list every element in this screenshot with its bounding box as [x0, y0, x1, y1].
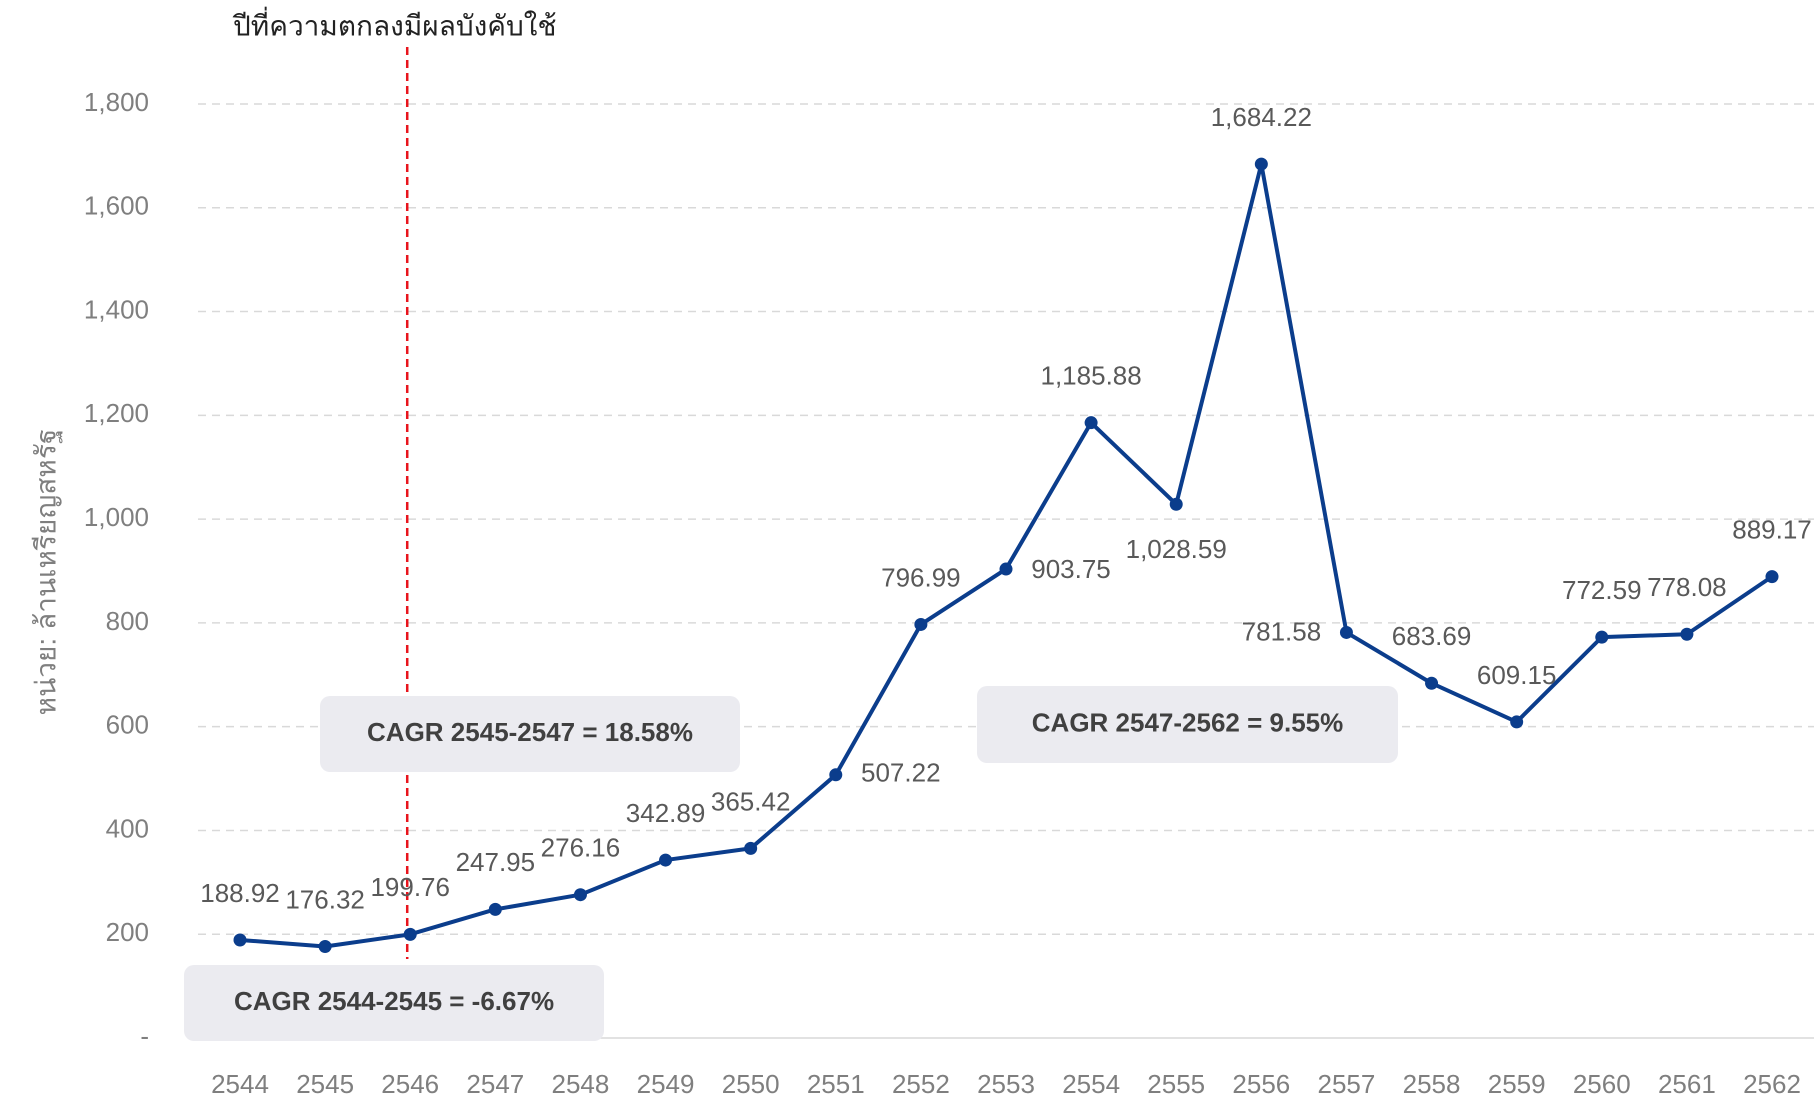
x-tick-label: 2558	[1403, 1069, 1461, 1099]
y-tick-label: 1,800	[84, 87, 149, 117]
data-label: 199.76	[370, 872, 450, 902]
data-label: 772.59	[1562, 575, 1642, 605]
point	[1425, 676, 1439, 690]
point	[1765, 570, 1779, 584]
x-tick-label: 2557	[1318, 1069, 1376, 1099]
point	[573, 888, 587, 902]
x-tick-label: 2552	[892, 1069, 950, 1099]
data-label: 903.75	[1031, 554, 1111, 584]
x-tick-label: 2555	[1147, 1069, 1205, 1099]
x-tick-label: 2547	[466, 1069, 524, 1099]
point	[1339, 625, 1353, 639]
x-tick-label: 2549	[637, 1069, 695, 1099]
point	[914, 617, 928, 631]
x-tick-label: 2556	[1232, 1069, 1290, 1099]
x-tick-label: 2553	[977, 1069, 1035, 1099]
x-tick-label: 2561	[1658, 1069, 1716, 1099]
data-label: 796.99	[881, 562, 961, 592]
point	[1680, 627, 1694, 641]
y-tick-label: 400	[106, 813, 149, 843]
data-label: 276.16	[541, 833, 621, 863]
annotation-box	[184, 965, 604, 1041]
point	[233, 933, 247, 947]
point	[999, 562, 1013, 576]
point	[318, 940, 332, 954]
y-tick-label: 800	[106, 606, 149, 636]
point	[403, 927, 417, 941]
marker-label: ปีที่ความตกลงมีผลบังคับใช้	[232, 6, 556, 41]
y-tick-label: 200	[106, 917, 149, 947]
data-label: 176.32	[285, 884, 365, 914]
x-tick-label: 2562	[1743, 1069, 1801, 1099]
data-label: 1,684.22	[1211, 102, 1312, 132]
point	[1169, 497, 1183, 511]
data-label: 781.58	[1242, 616, 1322, 646]
data-label: 889.17	[1732, 514, 1812, 544]
x-tick-label: 2548	[552, 1069, 610, 1099]
x-tick-label: 2550	[722, 1069, 780, 1099]
data-label: 1,185.88	[1041, 361, 1142, 391]
x-tick-label: 2560	[1573, 1069, 1631, 1099]
data-label: 1,028.59	[1126, 534, 1227, 564]
point	[1510, 715, 1524, 729]
data-label: 247.95	[456, 847, 536, 877]
data-label: 188.92	[200, 878, 280, 908]
annotation-box	[320, 696, 740, 772]
y-tick-label: 600	[106, 710, 149, 740]
line	[239, 162, 1774, 949]
annotation-text: CAGR 2544-2545 = -6.67%	[234, 986, 554, 1016]
y-tick-label: 1,400	[84, 294, 149, 324]
point	[1084, 416, 1098, 430]
y-tick-label: 1,000	[84, 502, 149, 532]
data-label: 342.89	[626, 798, 706, 828]
point	[829, 768, 843, 782]
y-tick-label: -	[140, 1021, 149, 1051]
x-tick-label: 2544	[211, 1069, 269, 1099]
y-tick-label: 1,600	[84, 191, 149, 221]
annotation-box	[977, 686, 1398, 763]
point	[488, 902, 502, 916]
x-tick-label: 2559	[1488, 1069, 1546, 1099]
x-tick-label: 2546	[381, 1069, 439, 1099]
x-tick-label: 2545	[296, 1069, 354, 1099]
annotation-text: CAGR 2545-2547 = 18.58%	[367, 717, 693, 747]
y-axis-title: หน่วย: ล้านเหรียญสหรัฐ	[30, 429, 62, 716]
data-label: 365.42	[711, 786, 791, 816]
x-tick-label: 2554	[1062, 1069, 1120, 1099]
annotation-text: CAGR 2547-2562 = 9.55%	[1032, 707, 1343, 737]
x-tick-label: 2551	[807, 1069, 865, 1099]
data-label: 683.69	[1392, 621, 1472, 651]
point	[659, 853, 673, 867]
data-label: 609.15	[1477, 660, 1557, 690]
point	[744, 841, 758, 855]
data-label: 778.08	[1647, 572, 1727, 602]
data-label: 507.22	[861, 758, 941, 788]
y-tick-label: 1,200	[84, 398, 149, 428]
point	[1595, 630, 1609, 644]
point	[1254, 157, 1268, 171]
